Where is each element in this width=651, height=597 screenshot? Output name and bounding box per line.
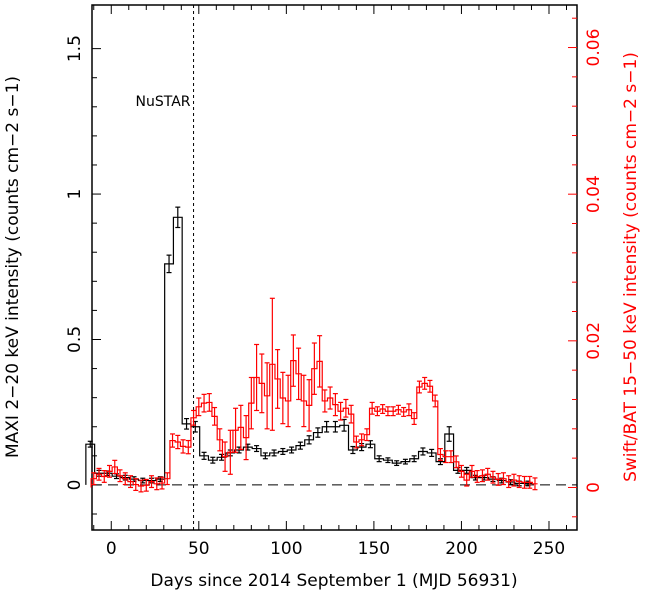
y-left-tick-label: 0.5 [65,326,85,353]
plot-frame [91,4,578,531]
y-left-tick-label: 0 [65,480,85,491]
y-left-tick-label: 1.5 [65,35,85,62]
y-right-tick-label: 0.02 [584,322,604,360]
x-tick-label: 250 [533,539,565,559]
maxi-series [85,206,533,487]
x-axis-ticks: 0 50 100 150 200 250 [93,5,567,559]
left-y-axis-ticks: 0 0.5 1 1.5 [65,35,101,515]
right-y-axis-title: Swift/BAT 15−50 keV intensity (counts cm… [621,52,641,482]
left-y-axis-title: MAXI 2−20 keV intensity (counts cm−2 s−1… [3,76,23,458]
x-axis-title: Days since 2014 September 1 (MJD 56931) [150,571,517,591]
x-tick-label: 0 [106,539,117,559]
x-tick-label: 50 [188,539,210,559]
right-y-axis-ticks: 0 0.02 0.04 0.06 [568,17,604,518]
x-tick-label: 200 [445,539,477,559]
y-right-tick-label: 0 [584,482,604,493]
y-left-tick-label: 1 [65,189,85,200]
x-tick-label: 100 [270,539,302,559]
bat-series [90,297,538,493]
nustar-annotation: NuSTAR [136,94,191,110]
x-tick-label: 150 [358,539,390,559]
series-step-line [85,216,533,485]
y-right-tick-label: 0.04 [584,175,604,213]
y-right-tick-label: 0.06 [584,29,604,67]
